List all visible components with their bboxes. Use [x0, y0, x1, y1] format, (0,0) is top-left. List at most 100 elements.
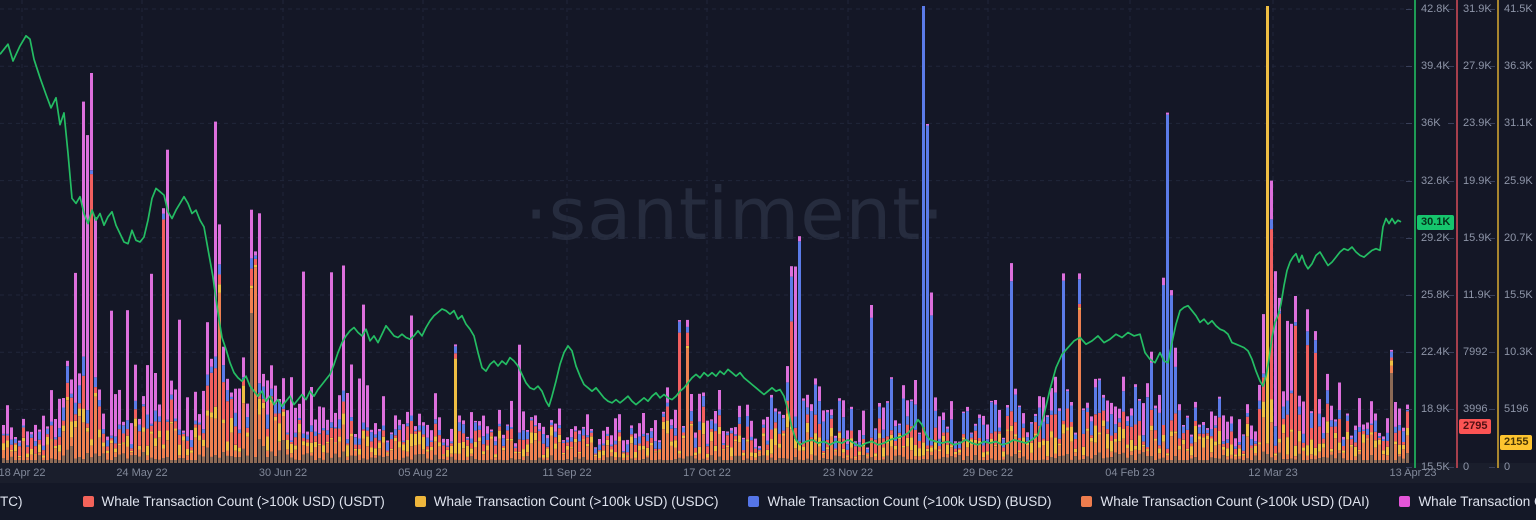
bar-blue — [286, 432, 289, 435]
bar-red — [542, 443, 545, 455]
bar-orange — [866, 455, 869, 459]
bar-orange — [146, 455, 149, 460]
legend-item-0[interactable]: TC) — [0, 494, 23, 509]
bar-magenta — [146, 365, 149, 415]
bar-orange — [398, 447, 401, 460]
bar-magenta — [1346, 413, 1349, 416]
legend-item-2[interactable]: Whale Transaction Count (>100k USD) (USD… — [414, 494, 718, 509]
bar-magenta — [902, 385, 905, 399]
bar-orange — [1018, 452, 1021, 459]
bar-magenta — [414, 426, 417, 430]
legend-swatch-icon — [1081, 496, 1093, 507]
bar-orange — [1002, 456, 1005, 460]
bar-orange — [1166, 455, 1169, 460]
bar-orange — [750, 456, 753, 460]
bar-brown — [350, 455, 353, 463]
bar-red — [106, 446, 109, 451]
bar-blue — [882, 429, 885, 439]
bar-red — [46, 434, 49, 437]
bar-red — [790, 321, 793, 427]
bar-brown — [966, 456, 969, 463]
bar-yellow — [186, 449, 189, 456]
bar-yellow — [698, 446, 701, 454]
bar-red — [354, 444, 357, 449]
bar-magenta — [310, 387, 313, 426]
bar-yellow — [606, 439, 609, 446]
bar-brown — [562, 460, 565, 463]
bar-yellow — [58, 445, 61, 452]
bar-orange — [842, 452, 845, 459]
bar-orange — [1026, 445, 1029, 460]
bar-red — [662, 416, 665, 422]
bar-yellow — [398, 441, 401, 448]
x-axis-label: 13 Apr 23 — [1389, 467, 1437, 479]
bar-brown — [2, 458, 5, 463]
plot-area[interactable] — [0, 0, 1410, 463]
bar-orange — [326, 443, 329, 453]
bar-yellow — [1174, 431, 1177, 434]
bar-red — [210, 372, 213, 413]
x-axis[interactable]: 18 Apr 22 24 May 22 30 Jun 22 05 Aug 22 11 S… — [0, 463, 1536, 483]
bar-yellow — [1338, 442, 1341, 451]
bar-magenta — [446, 439, 449, 446]
usdt-axis-line[interactable] — [1456, 0, 1458, 468]
bar-brown — [1022, 456, 1025, 463]
bar-red — [478, 429, 481, 438]
bar-blue — [722, 443, 725, 445]
legend-item-3[interactable]: Whale Transaction Count (>100k USD) (BUS… — [748, 494, 1051, 509]
bar-blue — [426, 437, 429, 447]
bar-brown — [306, 453, 309, 463]
bar-magenta — [66, 360, 69, 367]
bar-blue — [206, 374, 209, 386]
tick-mark — [1489, 295, 1495, 296]
legend-item-4[interactable]: Whale Transaction Count (>100k USD) (DAI… — [1081, 494, 1369, 509]
bar-yellow — [1350, 444, 1353, 447]
bar-blue — [506, 425, 509, 431]
bar-brown — [950, 456, 953, 463]
bar-orange — [678, 453, 681, 458]
bar-brown — [234, 457, 237, 463]
bar-blue — [710, 420, 713, 429]
bar-red — [802, 442, 805, 447]
bar-blue — [982, 425, 985, 446]
bar-magenta — [882, 407, 885, 430]
bar-orange — [1078, 309, 1081, 460]
bar-yellow — [874, 453, 877, 457]
bar-blue — [214, 356, 217, 369]
bar-yellow — [974, 439, 977, 443]
bar-brown — [310, 455, 313, 463]
legend-item-5[interactable]: Whale Transaction Count (>100k USD) (TUS… — [1399, 494, 1536, 509]
bar-red — [462, 433, 465, 442]
bar-yellow — [258, 398, 261, 415]
bar-red — [1010, 411, 1013, 426]
price-btc-line[interactable] — [1414, 0, 1416, 468]
bar-red — [914, 429, 917, 445]
bar-red — [338, 428, 341, 437]
bar-red — [1226, 442, 1229, 449]
usdt-axis-tick-label: 27.9K — [1463, 60, 1492, 72]
bar-magenta — [914, 380, 917, 405]
bar-brown — [1098, 452, 1101, 463]
legend-item-1[interactable]: Whale Transaction Count (>100k USD) (USD… — [82, 494, 385, 509]
bar-yellow — [1014, 434, 1017, 437]
bar-yellow — [562, 452, 565, 455]
bar-yellow — [758, 451, 761, 453]
bar-magenta — [1030, 422, 1033, 424]
bar-blue — [798, 241, 801, 442]
bar-orange — [714, 451, 717, 460]
bar-orange — [302, 445, 305, 455]
bar-blue — [766, 440, 769, 445]
bar-yellow — [1390, 360, 1393, 366]
bar-red — [910, 426, 913, 438]
bar-orange — [1402, 449, 1405, 459]
bar-red — [666, 406, 669, 421]
bar-yellow — [526, 444, 529, 453]
bar-orange — [854, 457, 857, 460]
usdc-axis-line[interactable] — [1497, 0, 1499, 468]
bar-brown — [466, 459, 469, 463]
bar-brown — [406, 456, 409, 463]
bar-orange — [642, 449, 645, 459]
bar-magenta — [522, 411, 525, 431]
bar-brown — [178, 458, 181, 463]
bar-red — [546, 446, 549, 449]
